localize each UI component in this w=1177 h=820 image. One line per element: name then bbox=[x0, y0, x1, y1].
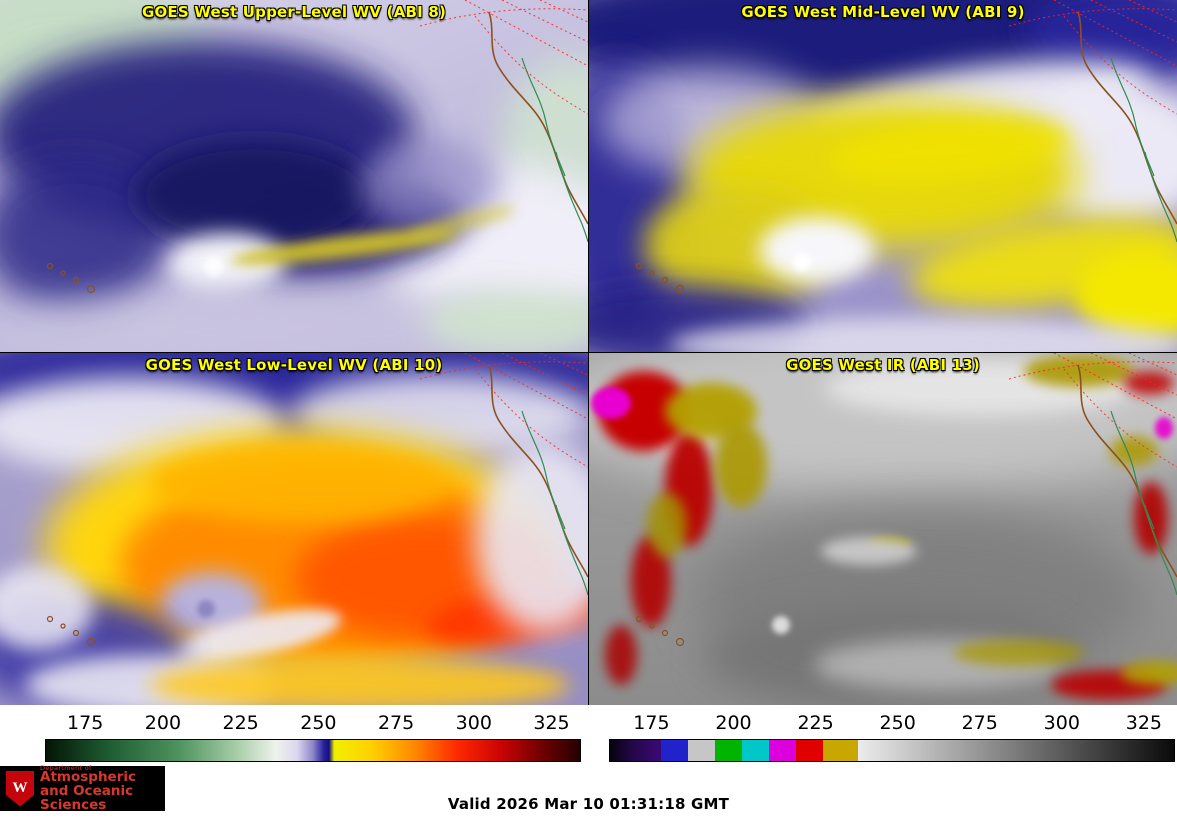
tick-label: 175 bbox=[67, 712, 104, 734]
ir-colorbar-gradient bbox=[609, 739, 1175, 762]
tick-label: 300 bbox=[1043, 712, 1080, 734]
panel-title-upper-wv: GOES West Upper-Level WV (ABI 8) bbox=[141, 3, 447, 21]
aos-logo-text: Department of Atmospheric and Oceanic Sc… bbox=[40, 763, 159, 813]
tick-label: 175 bbox=[633, 712, 670, 734]
tick-label: 250 bbox=[879, 712, 916, 734]
tick-label: 200 bbox=[144, 712, 182, 734]
tick-label: 300 bbox=[455, 712, 492, 734]
tick-label: 200 bbox=[715, 712, 752, 734]
logo-dept-line: Department of bbox=[40, 763, 92, 772]
tick-label: 225 bbox=[222, 712, 259, 734]
panel-title-low-wv: GOES West Low-Level WV (ABI 10) bbox=[145, 356, 443, 374]
logo-line-oceanic: and Oceanic Sciences bbox=[40, 782, 134, 813]
tick-label: 325 bbox=[1125, 712, 1162, 734]
panel-title-ir: GOES West IR (ABI 13) bbox=[786, 356, 980, 374]
tick-label: 325 bbox=[533, 712, 570, 734]
crest-letter: W bbox=[12, 780, 28, 796]
wv-colorbar-gradient bbox=[45, 739, 581, 762]
ir-colorbar-ticks: 175 200 225 250 275 300 325 bbox=[609, 712, 1175, 737]
tick-label: 250 bbox=[300, 712, 337, 734]
tick-label: 225 bbox=[797, 712, 834, 734]
uw-crest-icon: W bbox=[6, 770, 34, 807]
wv-colorbar: 175 200 225 250 275 300 325 bbox=[45, 712, 581, 762]
panel-low-wv: GOES West Low-Level WV (ABI 10) bbox=[0, 353, 588, 705]
panel-upper-wv: GOES West Upper-Level WV (ABI 8) bbox=[0, 0, 588, 352]
colorbar-row: 175 200 225 250 275 300 325 175 200 225 … bbox=[0, 705, 1177, 765]
tick-label: 275 bbox=[961, 712, 998, 734]
valid-time: Valid 2026 Mar 10 01:31:18 GMT bbox=[447, 795, 730, 813]
logo-line-atmospheric: Atmospheric bbox=[40, 769, 136, 786]
panel-mid-wv: GOES West Mid-Level WV (ABI 9) bbox=[589, 0, 1177, 352]
upper-wv-satellite-image bbox=[0, 0, 588, 352]
panel-title-mid-wv: GOES West Mid-Level WV (ABI 9) bbox=[741, 3, 1025, 21]
tick-label: 275 bbox=[377, 712, 415, 734]
footer: W Department of Atmospheric and Oceanic … bbox=[0, 763, 1177, 820]
panel-grid: GOES West Upper-Level WV (ABI 8) bbox=[0, 0, 1177, 705]
ir-colorbar: 175 200 225 250 275 300 325 bbox=[609, 712, 1175, 762]
panel-ir: GOES West IR (ABI 13) bbox=[589, 353, 1177, 705]
low-wv-satellite-image bbox=[0, 353, 588, 705]
mid-wv-satellite-image bbox=[589, 0, 1177, 352]
wv-colorbar-ticks: 175 200 225 250 275 300 325 bbox=[45, 712, 581, 737]
ir-satellite-image bbox=[589, 353, 1177, 705]
aos-logo: W Department of Atmospheric and Oceanic … bbox=[0, 763, 165, 813]
